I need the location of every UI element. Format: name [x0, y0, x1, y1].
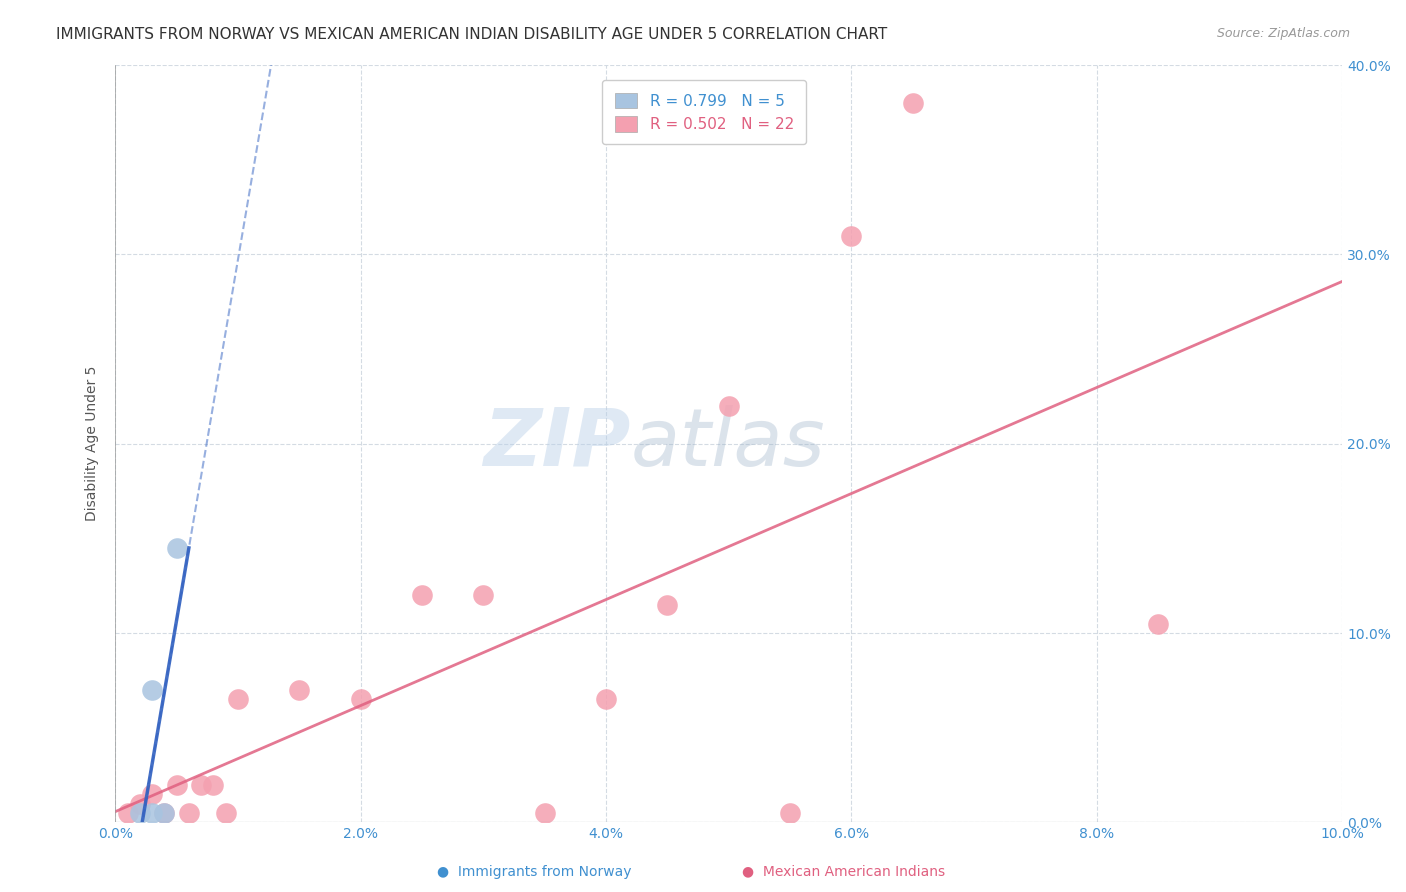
Point [1147, 616, 1170, 631]
Point [153, 805, 176, 820]
Text: ●  Immigrants from Norway: ● Immigrants from Norway [437, 864, 631, 879]
Point [202, 778, 225, 792]
Text: ZIP: ZIP [484, 405, 631, 483]
Point [288, 682, 311, 697]
Text: ●  Mexican American Indians: ● Mexican American Indians [742, 864, 945, 879]
Text: IMMIGRANTS FROM NORWAY VS MEXICAN AMERICAN INDIAN DISABILITY AGE UNDER 5 CORRELA: IMMIGRANTS FROM NORWAY VS MEXICAN AMERIC… [56, 27, 887, 42]
Y-axis label: Disability Age Under 5: Disability Age Under 5 [86, 366, 100, 522]
Legend: R = 0.799   N = 5, R = 0.502   N = 22: R = 0.799 N = 5, R = 0.502 N = 22 [602, 80, 806, 145]
Point [717, 399, 740, 413]
Point [153, 805, 176, 820]
Point [141, 805, 163, 820]
Point [190, 778, 212, 792]
Point [411, 588, 433, 602]
Point [226, 692, 249, 706]
Text: Source: ZipAtlas.com: Source: ZipAtlas.com [1216, 27, 1350, 40]
Text: atlas: atlas [631, 405, 825, 483]
Point [350, 692, 373, 706]
Point [166, 778, 188, 792]
Point [117, 805, 139, 820]
Point [901, 95, 924, 110]
Point [141, 682, 163, 697]
Point [215, 805, 238, 820]
Point [841, 228, 863, 243]
Point [657, 598, 679, 612]
Point [472, 588, 495, 602]
Point [166, 541, 188, 555]
Point [177, 805, 200, 820]
Point [595, 692, 617, 706]
Point [533, 805, 555, 820]
Point [141, 787, 163, 801]
Point [128, 797, 150, 811]
Point [779, 805, 801, 820]
Point [128, 805, 150, 820]
